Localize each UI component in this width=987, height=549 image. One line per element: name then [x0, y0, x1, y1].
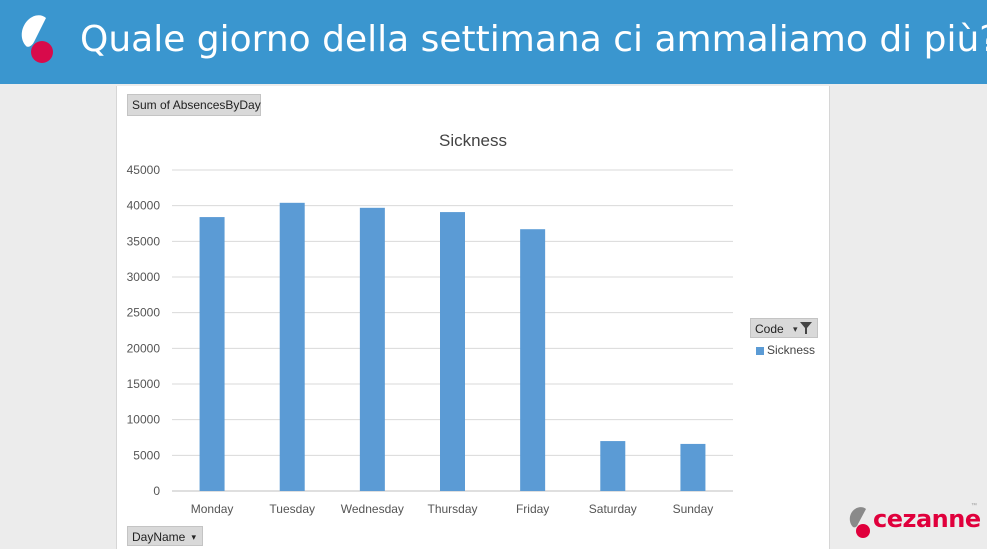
y-tick-label: 10000: [127, 413, 161, 427]
pivot-chart-panel: Sum of AbsencesByDay Sickness 0 5000 10000…: [116, 86, 830, 549]
trademark-symbol: ™: [971, 503, 977, 509]
y-tick-label: 25000: [127, 306, 161, 320]
x-tick-label: Wednesday: [341, 502, 404, 516]
bar-tuesday[interactable]: [279, 202, 305, 491]
x-tick-label: Saturday: [589, 502, 637, 516]
x-tick-label: Friday: [516, 502, 549, 516]
legend-field-button[interactable]: Code ▾: [750, 318, 818, 338]
x-tick-label: Sunday: [673, 502, 714, 516]
y-tick-label: 15000: [127, 377, 161, 391]
dropdown-arrow-icon: ▾: [191, 532, 196, 542]
chart-title: Sickness: [439, 131, 507, 150]
x-tick-label: Monday: [191, 502, 234, 516]
bar-chart: Sickness 0 5000 10000 15000 20000 25000 30000 3…: [127, 131, 733, 516]
svg-text:▾: ▾: [793, 325, 798, 335]
x-tick-label: Thursday: [427, 502, 477, 516]
legend-field-label: Code: [755, 322, 784, 336]
row-field-label: DayName: [132, 530, 186, 544]
x-tick-label: Tuesday: [269, 502, 315, 516]
bar-sunday[interactable]: [680, 443, 706, 491]
y-tick-label: 0: [153, 484, 160, 498]
bar-thursday[interactable]: [440, 212, 465, 491]
y-tick-label: 20000: [127, 341, 161, 355]
page-title: Quale giorno della settimana ci ammaliam…: [80, 19, 987, 60]
bar-monday[interactable]: [199, 217, 225, 491]
header-banner: Quale giorno della settimana ci ammaliam…: [0, 0, 987, 84]
cezanne-logo-icon: [21, 15, 53, 63]
bar-wednesday[interactable]: [359, 207, 385, 491]
y-tick-label: 45000: [127, 163, 161, 177]
y-tick-label: 35000: [127, 234, 161, 248]
bar-saturday[interactable]: [600, 441, 626, 491]
y-tick-label: 30000: [127, 270, 161, 284]
value-field-button[interactable]: Sum of AbsencesByDay: [127, 94, 261, 116]
bar-friday[interactable]: [520, 229, 546, 491]
row-field-button[interactable]: DayName ▾: [127, 526, 203, 546]
legend-label-sickness: Sickness: [767, 343, 816, 357]
y-tick-label: 5000: [133, 448, 160, 462]
legend-swatch-sickness: [756, 347, 764, 355]
brand-name: cezanne: [873, 505, 981, 533]
filter-icon: ▾: [793, 319, 813, 343]
y-tick-label: 40000: [127, 199, 161, 213]
cezanne-brand-logo: cezanne ™: [847, 503, 981, 543]
cezanne-mark-icon: [849, 507, 870, 538]
